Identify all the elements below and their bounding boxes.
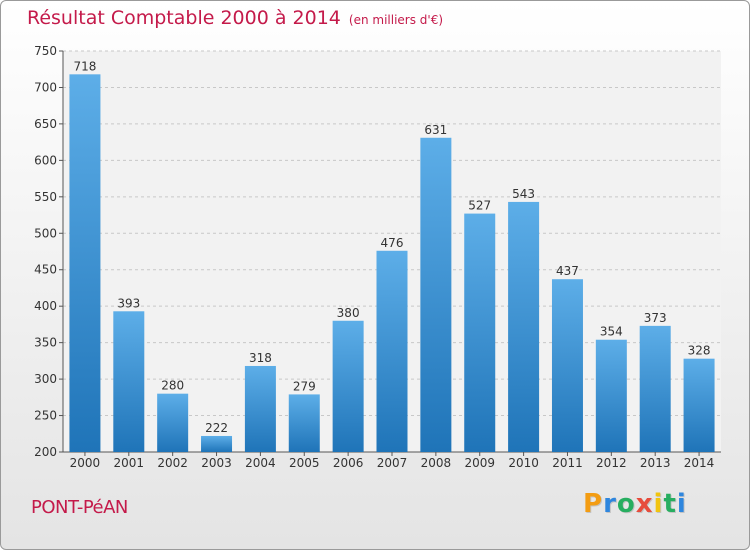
y-tick-label: 700 <box>34 80 57 94</box>
data-label: 328 <box>688 344 711 358</box>
logo-letter: r <box>603 489 617 519</box>
x-tick-label: 2005 <box>289 456 320 470</box>
bar-2003 <box>201 435 233 452</box>
bar-2001 <box>113 311 145 452</box>
x-tick-label: 2013 <box>640 456 671 470</box>
logo-letter: t <box>663 489 677 519</box>
x-tick-label: 2000 <box>70 456 101 470</box>
bar-2009 <box>464 213 496 452</box>
bar-2004 <box>244 365 276 452</box>
x-tick-label: 2007 <box>377 456 408 470</box>
bar-2011 <box>551 279 583 452</box>
data-label: 380 <box>337 306 360 320</box>
x-tick-label: 2002 <box>157 456 188 470</box>
data-label: 718 <box>73 59 96 73</box>
logo-letter: i <box>676 489 687 519</box>
y-tick-label: 750 <box>34 44 57 58</box>
data-label: 437 <box>556 264 579 278</box>
bar-2006 <box>332 320 364 452</box>
bar-2012 <box>595 339 627 452</box>
x-tick-label: 2003 <box>201 456 232 470</box>
bar-2005 <box>288 394 320 452</box>
y-tick-label: 650 <box>34 117 57 131</box>
x-tick-label: 2004 <box>245 456 276 470</box>
logo-letter: x <box>635 489 654 519</box>
chart-title: Résultat Comptable 2000 à 2014 (en millie… <box>27 7 443 29</box>
bar-2008 <box>420 137 452 452</box>
data-label: 279 <box>293 379 316 393</box>
y-tick-label: 450 <box>34 263 57 277</box>
logo-letter: P <box>583 489 604 519</box>
bar-2002 <box>157 393 189 452</box>
x-tick-label: 2006 <box>333 456 364 470</box>
y-tick-label: 400 <box>34 299 57 313</box>
data-label: 527 <box>468 199 491 213</box>
y-tick-label: 300 <box>34 372 57 386</box>
x-tick-label: 2001 <box>114 456 145 470</box>
x-tick-label: 2010 <box>508 456 539 470</box>
x-tick-label: 2009 <box>464 456 495 470</box>
bar-2007 <box>376 250 408 452</box>
x-tick-label: 2014 <box>684 456 715 470</box>
bar-2013 <box>639 325 671 452</box>
x-tick-label: 2011 <box>552 456 583 470</box>
data-label: 354 <box>600 325 623 339</box>
data-label: 393 <box>117 296 140 310</box>
y-tick-label: 550 <box>34 190 57 204</box>
bar-2000 <box>69 74 101 453</box>
data-label: 631 <box>424 123 447 137</box>
data-label: 280 <box>161 379 184 393</box>
proxiti-logo[interactable]: Proxiti <box>583 489 687 519</box>
logo-letter: o <box>616 489 636 519</box>
data-label: 318 <box>249 351 272 365</box>
chart-subtitle: (en milliers d'€) <box>348 13 444 27</box>
data-label: 222 <box>205 421 228 435</box>
place-name: PONT-PéAN <box>31 497 128 518</box>
bar-2010 <box>508 201 540 452</box>
data-label: 476 <box>381 236 404 250</box>
x-tick-label: 2012 <box>596 456 627 470</box>
data-label: 373 <box>644 311 667 325</box>
bar-2014 <box>683 358 715 452</box>
y-tick-label: 600 <box>34 153 57 167</box>
logo-letter: i <box>653 489 664 519</box>
y-tick-label: 200 <box>34 445 57 459</box>
y-tick-label: 250 <box>34 409 57 423</box>
data-label: 543 <box>512 187 535 201</box>
y-tick-label: 350 <box>34 336 57 350</box>
y-tick-label: 500 <box>34 226 57 240</box>
x-tick-label: 2008 <box>421 456 452 470</box>
chart-title-text: Résultat Comptable 2000 à 2014 <box>27 7 341 29</box>
